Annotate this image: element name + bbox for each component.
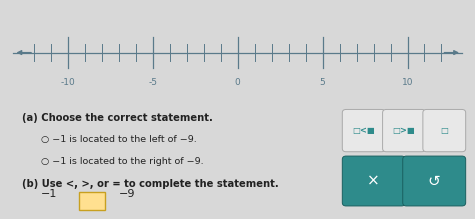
FancyBboxPatch shape [423,110,466,152]
Text: ○ −1 is located to the right of −9.: ○ −1 is located to the right of −9. [41,157,204,166]
Text: ○ −1 is located to the left of −9.: ○ −1 is located to the left of −9. [41,136,197,145]
Text: -10: -10 [61,78,76,87]
Text: □<■: □<■ [352,126,375,135]
Text: (a) Choose the correct statement.: (a) Choose the correct statement. [21,113,212,123]
Text: □: □ [440,126,448,135]
Text: −1: −1 [41,189,57,200]
Text: 10: 10 [402,78,413,87]
Text: -5: -5 [148,78,157,87]
FancyBboxPatch shape [78,192,104,210]
Text: 5: 5 [320,78,325,87]
Text: □>■: □>■ [393,126,415,135]
Text: 0: 0 [235,78,241,87]
Text: (b) Use <, >, or = to complete the statement.: (b) Use <, >, or = to complete the state… [21,179,278,189]
Text: −9: −9 [119,189,136,200]
FancyBboxPatch shape [382,110,426,152]
Text: ↺: ↺ [428,173,441,189]
FancyBboxPatch shape [342,110,385,152]
FancyBboxPatch shape [403,156,466,206]
FancyBboxPatch shape [342,156,405,206]
Text: ×: × [367,173,380,189]
